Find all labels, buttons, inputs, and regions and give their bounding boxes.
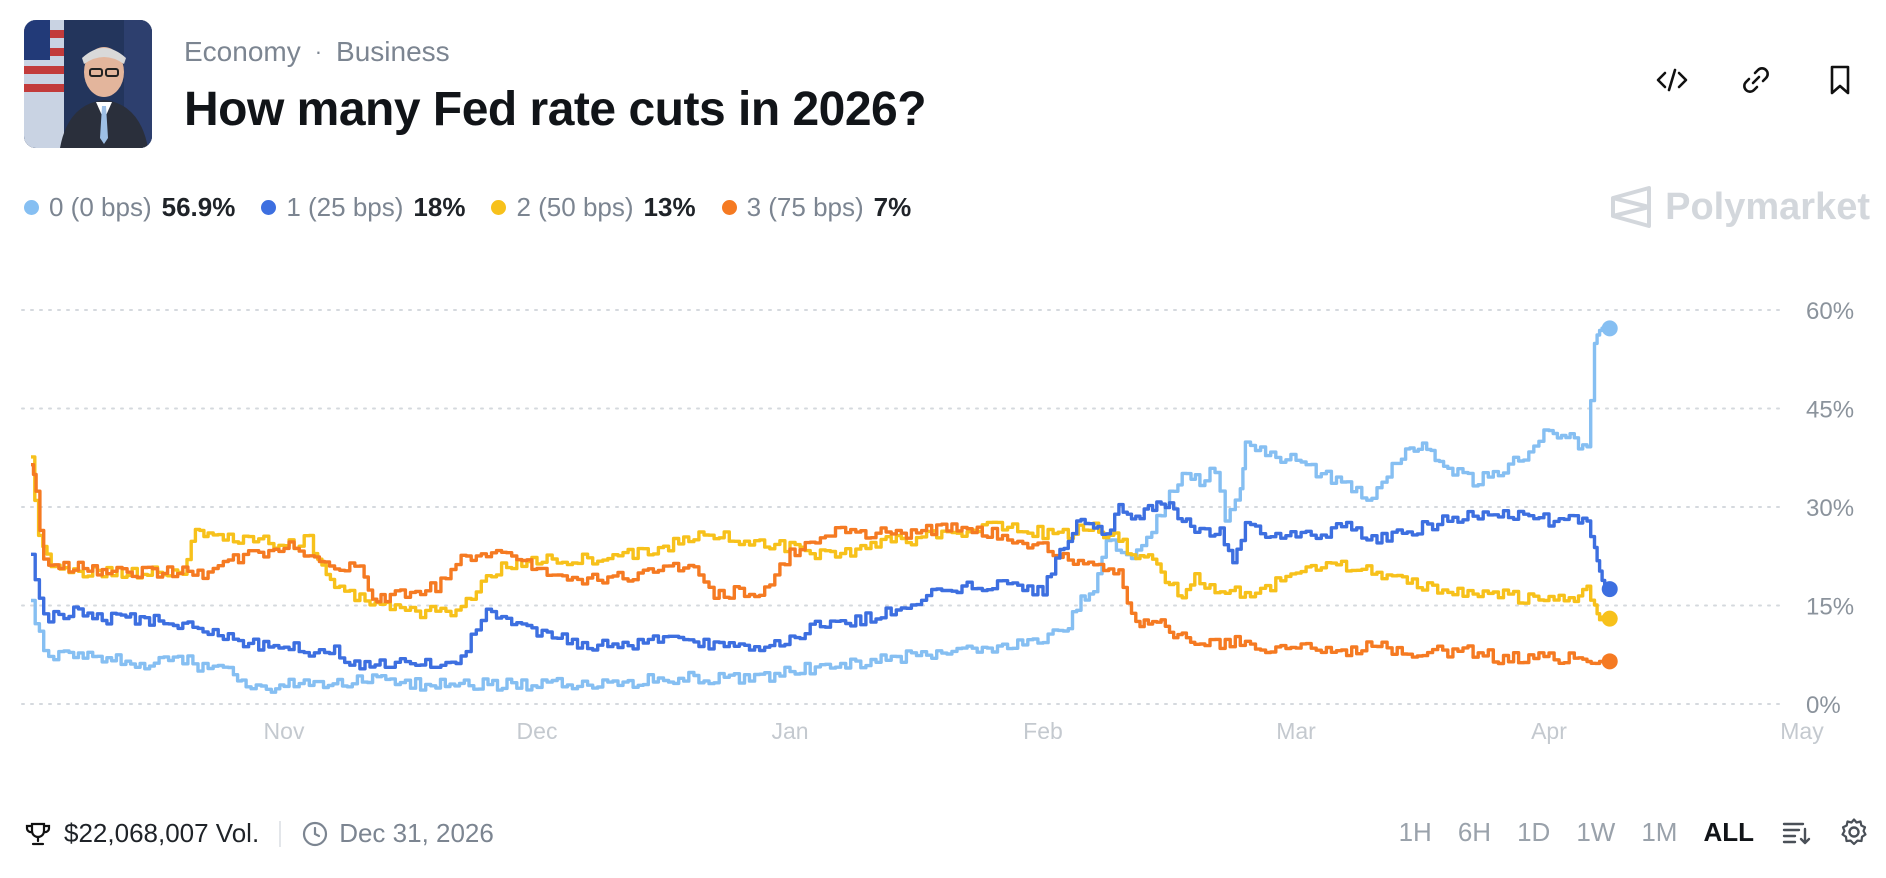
copy-link-button[interactable] — [1738, 62, 1774, 98]
y-tick-label: 30% — [1806, 495, 1854, 522]
clock-icon — [303, 821, 328, 846]
legend-dot — [491, 200, 507, 215]
x-tick-label: May — [1780, 718, 1824, 744]
x-tick-label: Nov — [264, 718, 305, 744]
chart-settings-button[interactable] — [1838, 816, 1870, 848]
series-filter-button[interactable] — [1780, 816, 1812, 848]
series-line-0 — [31, 325, 1611, 694]
range-6h[interactable]: 6H — [1457, 816, 1492, 847]
series-line-3 — [31, 463, 1610, 666]
chart-end-markers — [1601, 320, 1618, 670]
series-line-1 — [31, 500, 1611, 671]
legend-label: 0 (0 bps) — [49, 192, 152, 222]
legend-item-0: 0 (0 bps) 56.9% — [24, 192, 235, 223]
legend-label: 3 (75 bps) — [746, 192, 864, 222]
series-end-point-0 — [1601, 320, 1618, 337]
range-1w[interactable]: 1W — [1576, 816, 1616, 847]
bookmark-icon — [1830, 65, 1850, 95]
trophy-icon — [25, 822, 51, 845]
sort-icon — [1782, 822, 1811, 845]
market-footer: $22,068,007 Vol. Dec 31, 2026 — [24, 818, 494, 849]
legend-label: 2 (50 bps) — [516, 192, 634, 222]
chart-series — [31, 325, 1611, 694]
x-tick-label: Feb — [1023, 718, 1063, 744]
legend-value: 18% — [413, 192, 466, 222]
legend-value: 7% — [873, 192, 912, 222]
y-tick-label: 15% — [1806, 594, 1854, 621]
legend-value: 56.9% — [161, 192, 236, 222]
range-1h[interactable]: 1H — [1398, 816, 1432, 847]
range-1d[interactable]: 1D — [1517, 816, 1551, 847]
series-end-point-1 — [1601, 581, 1618, 598]
x-tick-label: Jan — [771, 718, 808, 744]
series-end-point-3 — [1601, 653, 1618, 670]
breadcrumb: Economy · Business — [184, 36, 450, 68]
x-tick-label: Dec — [517, 718, 558, 744]
bookmark-button[interactable] — [1822, 62, 1858, 98]
y-tick-label: 0% — [1806, 692, 1841, 719]
x-tick-label: Mar — [1276, 718, 1316, 744]
brand-name: Polymarket — [1665, 185, 1870, 228]
polymarket-logo-icon — [1611, 186, 1652, 228]
gear-icon — [1841, 818, 1867, 846]
legend-dot — [721, 200, 737, 215]
chart-legend: 0 (0 bps) 56.9% 1 (25 bps) 18% 2 (50 bps… — [24, 192, 911, 223]
x-axis: Nov Dec Jan Feb Mar Apr May — [264, 718, 1825, 744]
footer-divider — [279, 820, 282, 847]
subcategory-link[interactable]: Business — [336, 36, 450, 67]
price-chart[interactable]: 0% 15% 30% 45% 60% Nov Dec Jan Feb Mar Apr May — [0, 280, 1886, 760]
legend-item-3: 3 (75 bps) 7% — [721, 192, 912, 223]
y-tick-label: 45% — [1806, 397, 1854, 424]
link-icon — [1743, 67, 1769, 93]
breadcrumb-separator: · — [314, 39, 323, 64]
fed-chair-portrait-image — [24, 20, 152, 148]
market-title: How many Fed rate cuts in 2026? — [184, 83, 927, 136]
chart-grid — [21, 309, 1784, 705]
range-all[interactable]: ALL — [1703, 816, 1754, 847]
end-date-text: Dec 31, 2026 — [339, 818, 494, 848]
header-actions — [1654, 62, 1858, 98]
embed-button[interactable] — [1654, 62, 1690, 98]
code-icon — [1656, 68, 1688, 92]
legend-item-2: 2 (50 bps) 13% — [491, 192, 696, 223]
y-tick-label: 60% — [1806, 298, 1854, 325]
time-range-selector: 1H 6H 1D 1W 1M ALL — [1399, 816, 1870, 848]
market-image — [24, 20, 152, 148]
polymarket-watermark: Polymarket — [1609, 184, 1870, 230]
series-end-point-2 — [1601, 610, 1618, 627]
range-1m[interactable]: 1M — [1641, 816, 1678, 847]
legend-value: 13% — [643, 192, 696, 222]
legend-dot — [261, 200, 277, 215]
legend-dot — [24, 200, 39, 215]
volume-text: $22,068,007 Vol. — [64, 818, 260, 848]
category-link[interactable]: Economy — [184, 36, 301, 67]
y-axis: 0% 15% 30% 45% 60% — [1806, 298, 1854, 719]
legend-label: 1 (25 bps) — [286, 192, 404, 222]
x-tick-label: Apr — [1531, 718, 1567, 744]
legend-item-1: 1 (25 bps) 18% — [261, 192, 465, 223]
